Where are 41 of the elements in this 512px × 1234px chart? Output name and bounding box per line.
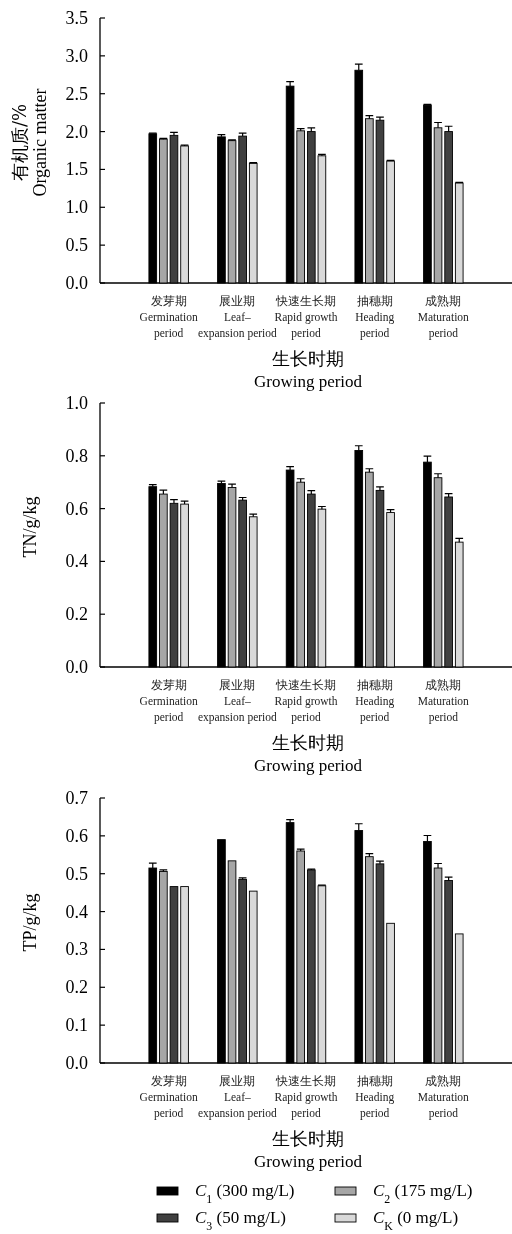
x-axis-title: 生长时期 Growing period xyxy=(253,732,363,775)
y-tick-label: 0.3 xyxy=(65,939,88,960)
y-tick-label: 2.0 xyxy=(65,121,88,142)
x-tick-label: 抽穗期 Heading period xyxy=(355,678,395,724)
y-tick-label: 3.0 xyxy=(65,45,88,66)
y-tick-label: 0.4 xyxy=(65,551,88,572)
x-tick-label: 发芽期 Germination period xyxy=(139,294,198,340)
x-tick-label: 成熟期 Maturation period xyxy=(417,294,470,340)
y-tick-label: 0.0 xyxy=(65,273,88,293)
y-tick-label: 0.2 xyxy=(65,977,88,998)
legend-label: C$_{3}$ (50 mg/L) xyxy=(195,1208,286,1233)
y-axis-title: TN/g/kg xyxy=(20,496,40,558)
y-tick-label: 0.0 xyxy=(65,1053,88,1073)
y-tick-label: 0.0 xyxy=(65,657,88,677)
y-tick-label: 1.0 xyxy=(65,393,88,413)
x-axis-title: 生长时期 Growing period xyxy=(253,348,363,391)
y-tick-label: 0.6 xyxy=(65,825,88,846)
legend-label: C$_{2}$ (175 mg/L) xyxy=(373,1181,473,1206)
y-tick-label: 3.5 xyxy=(65,8,88,28)
x-tick-label: 发芽期 Germination period xyxy=(139,1074,198,1120)
y-tick-label: 0.4 xyxy=(65,901,88,922)
y-tick-label: 0.7 xyxy=(65,788,88,808)
y-tick-label: 2.5 xyxy=(65,83,88,104)
y-tick-label: 0.5 xyxy=(65,235,88,256)
y-axis-title: 有机质/% Organic matter xyxy=(9,88,50,197)
legend-label: C$_{K}$ (0 mg/L) xyxy=(373,1208,459,1233)
y-tick-label: 1.5 xyxy=(65,159,88,180)
y-tick-label: 1.0 xyxy=(65,197,88,218)
x-tick-label: 成熟期 Maturation period xyxy=(417,1074,470,1120)
x-tick-label: 成熟期 Maturation period xyxy=(417,678,470,724)
x-tick-label: 抽穗期 Heading period xyxy=(355,294,395,340)
y-tick-label: 0.6 xyxy=(65,498,88,519)
legend-label: C$_{1}$ (300 mg/L) xyxy=(195,1181,295,1206)
y-tick-label: 0.2 xyxy=(65,604,88,625)
y-tick-label: 0.8 xyxy=(65,445,88,466)
x-tick-label: 发芽期 Germination period xyxy=(139,678,198,724)
y-axis-title: TP/g/kg xyxy=(20,893,40,952)
y-tick-label: 0.5 xyxy=(65,863,88,884)
x-tick-label: 抽穗期 Heading period xyxy=(355,1074,395,1120)
y-tick-label: 0.1 xyxy=(65,1015,88,1036)
x-axis-title: 生长时期 Growing period xyxy=(253,1128,363,1171)
